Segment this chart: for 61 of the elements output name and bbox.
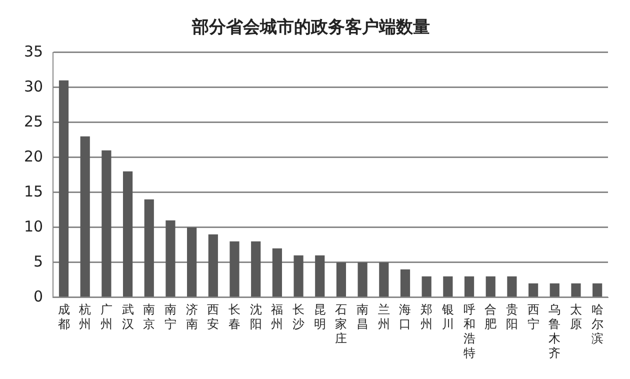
- x-tick-label: 西宁: [527, 302, 540, 332]
- bar: [358, 262, 368, 297]
- x-tick-label: 昆明: [314, 302, 326, 332]
- x-tick-label: 广州: [100, 302, 112, 332]
- x-tick-label: 南宁: [164, 302, 176, 332]
- bar: [187, 227, 197, 297]
- y-tick-label: 0: [34, 287, 44, 306]
- bar: [230, 241, 240, 297]
- y-tick-label: 15: [24, 182, 44, 200]
- x-tick-label: 太原: [570, 302, 582, 332]
- bar: [144, 199, 154, 297]
- x-tick-label: 合肥: [484, 302, 497, 332]
- bar: [208, 234, 218, 297]
- x-tick-label: 长沙: [292, 302, 305, 332]
- x-tick-label: 呼和浩特: [463, 302, 476, 360]
- bar: [486, 276, 496, 297]
- x-tick-label: 成都: [58, 302, 70, 332]
- bar: [58, 80, 69, 297]
- bar: [102, 150, 112, 297]
- x-tick-label: 南昌: [356, 302, 369, 332]
- x-tick-label: 海口: [399, 302, 412, 332]
- x-tick-label: 福州: [271, 302, 284, 332]
- bar: [272, 248, 282, 297]
- bar: [122, 171, 133, 297]
- y-tick-label: 5: [34, 252, 44, 270]
- chart-title: 部分省会城市的政务客户端数量: [191, 18, 430, 38]
- x-tick-label: 哈尔滨: [591, 302, 604, 346]
- bar: [336, 262, 346, 297]
- y-tick-label: 30: [24, 77, 44, 96]
- x-tick-label: 郑州: [420, 302, 433, 332]
- x-tick-label: 长春: [228, 302, 240, 332]
- y-tick-label: 35: [24, 42, 44, 60]
- bar: [571, 283, 581, 297]
- bar: [166, 220, 176, 297]
- bar: [422, 276, 432, 297]
- x-tick-label: 银川: [440, 302, 454, 332]
- x-tick-label: 南京: [143, 302, 156, 332]
- y-tick-label: 25: [24, 112, 44, 130]
- y-tick-label: 20: [24, 147, 44, 166]
- bar: [80, 136, 90, 297]
- x-tick-label: 石家庄: [335, 302, 348, 346]
- bar: [400, 269, 410, 297]
- x-tick-label: 沈阳: [250, 302, 262, 332]
- bar: [464, 276, 474, 297]
- x-tick-label: 济南: [186, 302, 198, 332]
- x-tick-label: 武汉: [122, 302, 134, 332]
- y-tick-label: 10: [24, 217, 44, 236]
- bar: [528, 283, 538, 297]
- x-tick-label: 杭州: [78, 302, 92, 332]
- bar: [507, 276, 517, 297]
- bar: [294, 255, 304, 297]
- bar: [315, 255, 325, 297]
- x-tick-label: 贵阳: [506, 302, 518, 332]
- x-tick-label: 西安: [207, 302, 220, 332]
- bar: [550, 283, 560, 297]
- bar: [251, 241, 261, 297]
- bar: [379, 262, 389, 297]
- bar: [443, 276, 453, 297]
- x-tick-label: 兰州: [378, 302, 390, 332]
- x-tick-label: 乌鲁木齐: [548, 302, 561, 360]
- bar: [592, 283, 602, 297]
